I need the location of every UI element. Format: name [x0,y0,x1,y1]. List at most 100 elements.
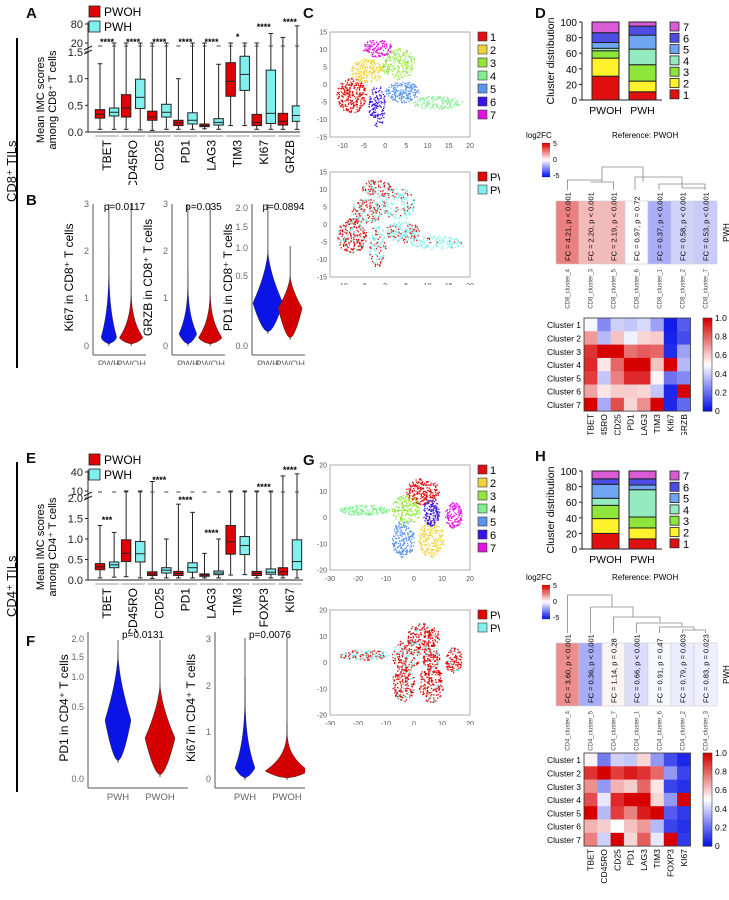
scatter-point [359,245,361,248]
scatter-point [427,691,429,693]
panel-label-e: E [26,450,37,467]
scatter-point [374,262,376,264]
scatter-point [397,507,400,509]
scatter-point [403,525,405,527]
scatter-point [423,683,426,686]
scatter-point [350,229,352,231]
scatter-point [449,508,451,510]
scatter-point [416,510,418,512]
scatter-point [433,495,436,498]
scatter-point [406,97,408,99]
scatter-point [368,74,370,76]
scatter-point [442,238,444,241]
scatter-point [400,85,402,87]
scatter-point [404,514,407,516]
scatter-point [353,231,355,233]
scatter-point [418,232,420,234]
scatter-point [399,516,401,518]
scatter-point [345,87,347,89]
scatter-point [405,72,407,74]
scatter-point [359,95,362,97]
scatter-point [412,482,415,484]
scatter-point [373,87,375,89]
scatter-point [364,77,366,79]
scatter-point [384,203,387,205]
scatter-point [350,235,352,238]
scatter-point [386,200,388,202]
scatter-point [394,99,396,101]
scatter-point [374,100,376,102]
scatter-point [431,634,433,636]
scatter-point [378,211,381,214]
scatter-point [375,67,377,70]
heatmap-scale-tick: 0 [715,406,720,416]
scatter-point [380,52,383,55]
scatter-point [373,504,375,507]
scatter-point [384,188,387,190]
x-tick-label-foxp3: FOXP3 [257,588,271,628]
scatter-point [413,83,415,86]
scatter-point [405,222,407,224]
scatter-point [407,55,410,57]
scatter-point [371,235,374,238]
scatter-point [424,246,427,248]
scatter-point [375,70,377,72]
scatter-point [369,254,372,256]
scatter-point [398,196,400,199]
scatter-point [441,100,443,102]
scatter-point [409,540,412,542]
scatter-point [380,194,382,196]
scatter-point [392,65,395,67]
scatter-point [413,503,415,505]
scatter-point [373,104,375,106]
scatter-point [374,265,376,267]
scatter-point [459,521,461,524]
scatter-point [360,84,362,87]
scatter-point [426,686,429,689]
scatter-point [424,633,426,635]
violin-pwoh [119,280,144,345]
scatter-point [393,543,396,546]
scatter-point [426,500,428,502]
scatter-point [377,264,379,266]
scatter-point [387,72,390,74]
scatter-point [428,236,430,239]
scatter-point [431,628,433,631]
scatter-point [336,94,338,96]
scatter-point [356,224,358,226]
scatter-point [350,99,352,101]
scatter-point [365,240,367,242]
scatter-point [347,89,350,91]
heatmap-row-label: Cluster 3 [547,347,581,357]
scatter-point [403,235,406,237]
scatter-point [415,505,417,507]
scatter-point [421,534,423,536]
scatter-point [382,207,384,209]
scatter-point [394,216,396,218]
scatter-point [433,684,435,686]
scatter-point [360,76,362,78]
scatter-point [417,640,420,642]
scatter-point [437,530,440,532]
cluster-legend-label-4: 4 [490,71,496,83]
scatter-point [407,237,409,239]
scatter-point [381,240,383,243]
scatter-point [409,233,412,235]
scatter-point [439,97,441,99]
x-tick-label: 0 [383,283,387,285]
scatter-point [358,219,360,222]
scatter-point [429,522,432,524]
scatter-point [345,109,347,112]
scatter-point [420,479,423,481]
scatter-point [431,97,433,99]
scatter-point [421,671,424,673]
scatter-point [338,230,340,232]
scatter-point [382,63,384,65]
scatter-point [385,90,387,93]
scatter-point [392,195,394,197]
box-ki67-pwh [265,33,277,130]
scatter-point [388,187,390,189]
scatter-point [358,213,360,215]
scatter-point [405,509,407,511]
scatter-point [414,85,416,87]
